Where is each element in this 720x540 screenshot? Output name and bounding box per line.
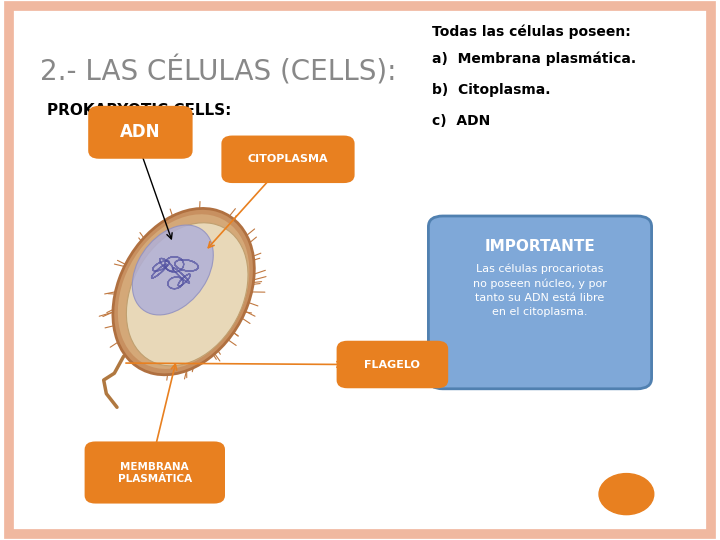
- Text: c)  ADN: c) ADN: [432, 114, 490, 128]
- Text: CITOPLASMA: CITOPLASMA: [248, 154, 328, 164]
- Text: IMPORTANTE: IMPORTANTE: [485, 239, 595, 254]
- Text: MEMBRANA
PLASMÁTICA: MEMBRANA PLASMÁTICA: [118, 462, 192, 483]
- FancyBboxPatch shape: [428, 216, 652, 389]
- Ellipse shape: [113, 208, 254, 375]
- Text: ADN: ADN: [120, 123, 161, 141]
- Circle shape: [599, 474, 654, 515]
- Text: PROKARYOTIC CELLS:: PROKARYOTIC CELLS:: [47, 103, 231, 118]
- Text: 2.- LAS CÉLULAS (CELLS):: 2.- LAS CÉLULAS (CELLS):: [40, 57, 396, 87]
- Text: Las células procariotas
no poseen núcleo, y por
tanto su ADN está libre
en el ci: Las células procariotas no poseen núcleo…: [473, 264, 607, 317]
- Text: a)  Membrana plasmática.: a) Membrana plasmática.: [432, 51, 636, 66]
- FancyBboxPatch shape: [222, 136, 355, 183]
- FancyBboxPatch shape: [85, 442, 225, 503]
- FancyBboxPatch shape: [89, 106, 193, 159]
- Ellipse shape: [118, 214, 249, 369]
- Ellipse shape: [132, 225, 213, 315]
- FancyBboxPatch shape: [337, 341, 448, 388]
- Ellipse shape: [127, 223, 248, 366]
- Text: Todas las células poseen:: Todas las células poseen:: [432, 24, 631, 39]
- Text: FLAGELO: FLAGELO: [364, 360, 420, 369]
- Text: b)  Citoplasma.: b) Citoplasma.: [432, 83, 551, 97]
